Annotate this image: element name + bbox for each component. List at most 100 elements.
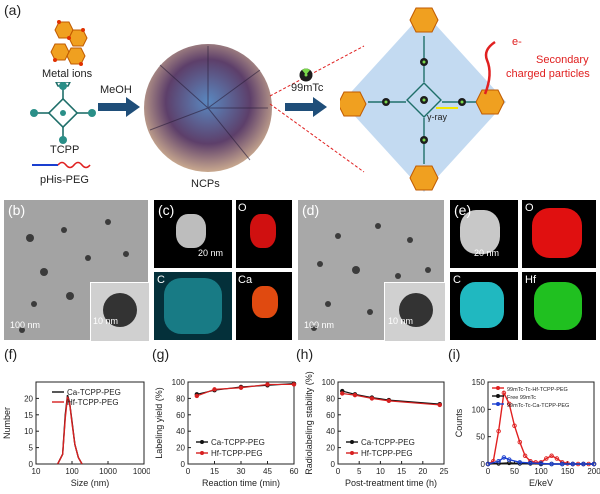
y-tick-label: 0 bbox=[481, 460, 486, 469]
panel-e-hf-map-image bbox=[522, 272, 596, 340]
x-tick-label: 200 bbox=[587, 467, 600, 476]
legend-marker bbox=[200, 440, 204, 444]
y-tick-label: 0 bbox=[331, 460, 336, 469]
data-point bbox=[506, 457, 512, 462]
y-axis-label: Counts bbox=[454, 408, 464, 437]
y-tick-label: 80 bbox=[326, 394, 335, 403]
x-axis-label: Reaction time (min) bbox=[202, 478, 280, 488]
y-tick-label: 15 bbox=[24, 411, 33, 420]
y-tick-label: 80 bbox=[176, 394, 185, 403]
data-point bbox=[238, 385, 244, 390]
legend-marker bbox=[496, 402, 500, 406]
series-line bbox=[196, 383, 295, 395]
chart-g: 0 15 30 45 60 0 20 40 60 80 100 Reaction time (min)… bbox=[154, 378, 299, 488]
x-tick-label: 0 bbox=[186, 467, 191, 476]
x-axis-label: Size (nm) bbox=[71, 478, 110, 488]
y-tick-label: 10 bbox=[24, 427, 33, 436]
y-tick-label: 60 bbox=[176, 411, 185, 420]
y-tick-label: 100 bbox=[472, 405, 486, 414]
y-tick-label: 0 bbox=[29, 460, 34, 469]
panel-b-inset-scale-label: 10 nm bbox=[93, 316, 119, 326]
panel-i-label: (i) bbox=[448, 346, 461, 362]
panel-e-haadf-image bbox=[450, 200, 518, 268]
x-tick-label: 20 bbox=[418, 467, 427, 476]
charged-particles-label: charged particles bbox=[506, 68, 590, 80]
data-point bbox=[517, 460, 523, 465]
radioactive-icon bbox=[299, 68, 313, 82]
chart-h: 0 5 10 15 20 25 0 20 40 60 80 100 Post-treatment tim… bbox=[304, 371, 449, 488]
y-tick-label: 60 bbox=[326, 411, 335, 420]
y-tick-label: 150 bbox=[472, 378, 486, 387]
plot-frame bbox=[35, 381, 145, 465]
data-point bbox=[352, 392, 358, 398]
y-tick-label: 50 bbox=[476, 433, 485, 442]
legend-marker bbox=[350, 440, 354, 444]
legend-marker bbox=[496, 386, 500, 390]
panel-c-haadf-image bbox=[154, 200, 232, 268]
series-line bbox=[342, 390, 440, 405]
x-tick-label: 100 bbox=[65, 467, 79, 476]
legend-label: Hf-TCPP-PEG bbox=[67, 398, 119, 407]
phis-peg-label: pHis-PEG bbox=[40, 174, 89, 186]
x-tick-label: 10 bbox=[376, 467, 385, 476]
data-point bbox=[549, 453, 554, 459]
x-tick-label: 45 bbox=[263, 467, 272, 476]
legend-label: Ca-TCPP-PEG bbox=[211, 438, 265, 447]
data-point bbox=[522, 453, 528, 459]
panel-e-o-label: O bbox=[525, 202, 534, 214]
data-point bbox=[581, 461, 586, 467]
panel-d-label: (d) bbox=[302, 202, 320, 218]
data-point bbox=[554, 456, 560, 461]
panel-h-label: (h) bbox=[296, 346, 314, 362]
data-point bbox=[496, 459, 501, 464]
y-axis-label: Radiolabeling stability (%) bbox=[304, 371, 314, 475]
data-point bbox=[485, 461, 491, 467]
data-point bbox=[340, 391, 345, 396]
x-axis-label: Post-treatment time (h) bbox=[345, 478, 437, 488]
panel-c-c-label: C bbox=[157, 274, 165, 286]
panel-e-scale-label: 20 nm bbox=[474, 248, 500, 258]
y-tick-label: 40 bbox=[176, 427, 185, 436]
tcpp-label: TCPP bbox=[50, 144, 80, 156]
legend-label: 99mTc-Tc-Ca-TCPP-PEG bbox=[507, 403, 569, 409]
legend-marker bbox=[200, 451, 204, 455]
data-point bbox=[512, 423, 517, 428]
legend-label: 99mTc-Tc-Hf-TCPP-PEG bbox=[507, 387, 568, 393]
y-tick-label: 0 bbox=[181, 460, 186, 469]
tcpp-molecule-icon bbox=[30, 82, 96, 144]
data-point bbox=[538, 461, 544, 466]
panel-c-label: (c) bbox=[158, 202, 175, 218]
x-tick-label: 10 bbox=[32, 467, 41, 476]
data-point bbox=[496, 428, 501, 434]
legend-label: Ca-TCPP-PEG bbox=[361, 438, 415, 447]
data-point bbox=[544, 456, 549, 461]
x-tick-label: 30 bbox=[237, 467, 246, 476]
x-tick-label: 0 bbox=[336, 467, 341, 476]
x-axis-label: E/keV bbox=[529, 478, 553, 488]
y-tick-label: 5 bbox=[29, 444, 34, 453]
framework-diamond-image bbox=[340, 7, 506, 192]
legend-label: Ca-TCPP-PEG bbox=[67, 388, 121, 397]
panel-g-label: (g) bbox=[152, 346, 170, 362]
panel-e-o-map-image bbox=[522, 200, 596, 268]
x-tick-label: 25 bbox=[440, 467, 449, 476]
panel-e-c-map-image bbox=[450, 272, 518, 340]
data-point bbox=[528, 460, 533, 466]
data-point bbox=[506, 401, 512, 407]
x-tick-label: 150 bbox=[561, 467, 575, 476]
legend-label: Hf-TCPP-PEG bbox=[361, 449, 413, 458]
y-tick-label: 20 bbox=[326, 444, 335, 453]
ncp-nanoparticle-image bbox=[144, 44, 272, 172]
panel-c-o-label: O bbox=[238, 202, 247, 214]
metal-ions-label: Metal ions bbox=[42, 68, 93, 80]
data-point bbox=[591, 461, 597, 467]
panel-e-label: (e) bbox=[454, 202, 472, 218]
data-point bbox=[549, 461, 554, 467]
data-point bbox=[386, 398, 392, 404]
panel-d-scale-label: 100 nm bbox=[304, 320, 335, 330]
legend-label: Free 99mTc bbox=[507, 395, 536, 401]
data-point bbox=[369, 396, 375, 401]
legend-marker bbox=[350, 451, 354, 455]
panel-a-label: (a) bbox=[4, 2, 22, 18]
